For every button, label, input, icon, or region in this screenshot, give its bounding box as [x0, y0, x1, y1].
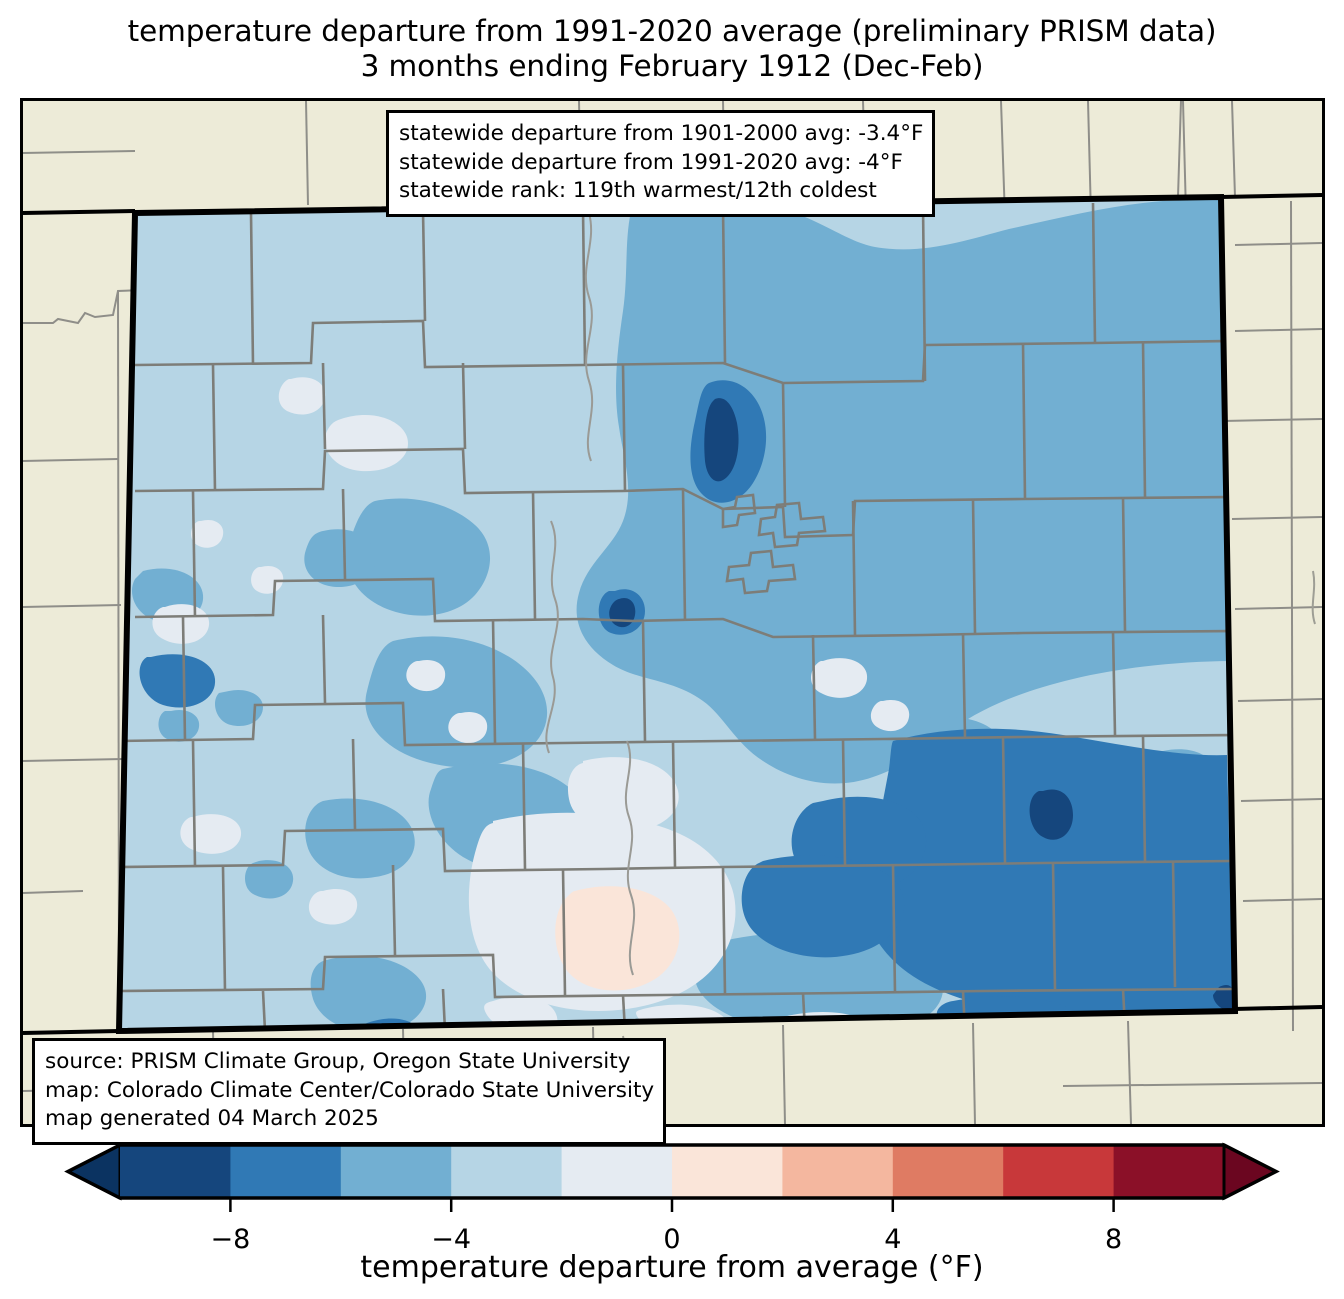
- colorbar-swatches: [64, 1142, 1280, 1212]
- stat-departure-1991-2020: statewide departure from 1991-2020 avg: …: [399, 149, 903, 175]
- colorbar-band-8: [1003, 1145, 1115, 1198]
- colorado-temperature-anomaly-map: [23, 101, 1322, 1124]
- colorbar-tick-labels: −8 −4 0 4 8: [0, 1220, 1344, 1256]
- colorbar-under-arrow: [64, 1142, 122, 1201]
- colorbar-band-4: [561, 1145, 673, 1198]
- page-title: temperature departure from 1991-2020 ave…: [0, 14, 1344, 84]
- colorbar-band-0: [120, 1145, 231, 1198]
- colorbar: −8 −4 0 4 8 temperature departure from avera…: [0, 1140, 1344, 1299]
- source-credit-box: source: PRISM Climate Group, Oregon Stat…: [32, 1038, 667, 1145]
- colorbar-outline: [64, 1143, 1280, 1200]
- colorbar-band-6: [782, 1145, 894, 1198]
- colorbar-band-2: [340, 1145, 452, 1198]
- colorbar-over-arrow: [1222, 1142, 1280, 1201]
- colorbar-axis-label: temperature departure from average (°F): [360, 1250, 984, 1285]
- band-0-to-2: [555, 886, 680, 991]
- colorbar-band-1: [230, 1145, 342, 1198]
- colorbar-tick-label-4: 8: [1105, 1224, 1123, 1255]
- colorbar-band-7: [892, 1145, 1004, 1198]
- colorbar-band-9: [1113, 1145, 1225, 1198]
- colorbar-tick-label-2: 0: [663, 1224, 681, 1255]
- colorbar-tickmarks: [229, 1198, 1115, 1212]
- colorbar-tick-label-1: −4: [431, 1224, 472, 1255]
- title-line-1: temperature departure from 1991-2020 ave…: [127, 14, 1217, 48]
- map-credit-line: map: Colorado Climate Center/Colorado St…: [45, 1077, 655, 1103]
- map-generated-line: map generated 04 March 2025: [45, 1106, 379, 1132]
- colorbar-tick-label-0: −8: [210, 1224, 251, 1255]
- colorado-county-lines: [119, 202, 1235, 1031]
- colorbar-band-5: [672, 1145, 783, 1198]
- stat-statewide-rank: statewide rank: 119th warmest/12th colde…: [399, 178, 877, 204]
- colorado-anomaly-field: [119, 197, 1235, 1031]
- statewide-stats-box: statewide departure from 1901-2000 avg: …: [386, 110, 936, 217]
- source-line: source: PRISM Climate Group, Oregon Stat…: [45, 1049, 631, 1074]
- colorbar-band-3: [451, 1145, 563, 1198]
- colorbar-tick-label-3: 4: [884, 1224, 902, 1255]
- colorbar-band-group: [64, 1142, 1280, 1201]
- stat-departure-1901-2000: statewide departure from 1901-2000 avg: …: [399, 121, 924, 146]
- band-minus10-to-minus8: [609, 398, 1235, 1012]
- title-line-2: 3 months ending February 1912 (Dec-Feb): [360, 48, 984, 83]
- map-panel: [20, 98, 1325, 1127]
